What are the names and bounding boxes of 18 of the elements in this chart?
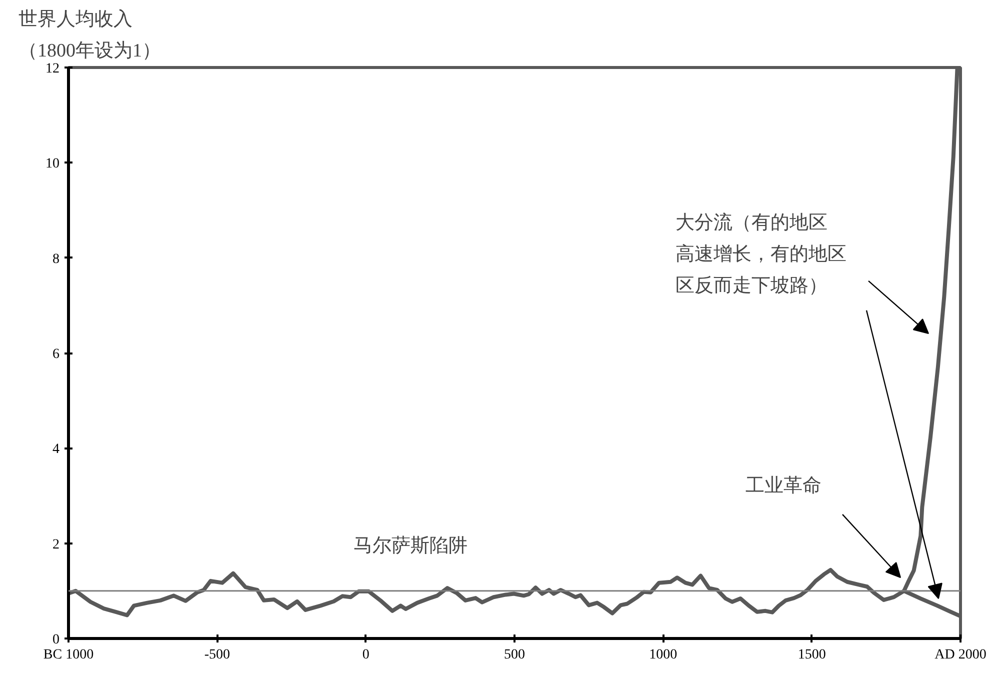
y-tick-label: 6 bbox=[52, 347, 60, 362]
x-tick-label: -500 bbox=[204, 648, 230, 662]
x-tick-label: 0 bbox=[362, 648, 370, 662]
y-tick-label: 12 bbox=[46, 62, 60, 76]
x-tick-label: 500 bbox=[504, 648, 525, 662]
y-tick-label: 0 bbox=[52, 632, 60, 648]
x-tick-label: AD 2000 bbox=[934, 648, 986, 662]
annotation: 马尔萨斯陷阱 bbox=[354, 535, 468, 556]
annotation: 大分流（有的地区高速增长，有的地区区反而走下坡路） bbox=[676, 212, 846, 297]
y-tick-label: 2 bbox=[52, 537, 60, 552]
y-tick-label: 4 bbox=[52, 442, 60, 458]
x-tick-label: 1500 bbox=[798, 648, 826, 662]
annotation: 工业革命 bbox=[746, 476, 822, 497]
y-tick-label: 10 bbox=[46, 156, 60, 172]
y-tick-label: 8 bbox=[52, 252, 60, 267]
x-tick-label: BC 1000 bbox=[43, 648, 94, 662]
y-axis-title: 世界人均收入（1800年设为1） bbox=[18, 9, 161, 62]
x-tick-label: 1000 bbox=[649, 648, 678, 662]
